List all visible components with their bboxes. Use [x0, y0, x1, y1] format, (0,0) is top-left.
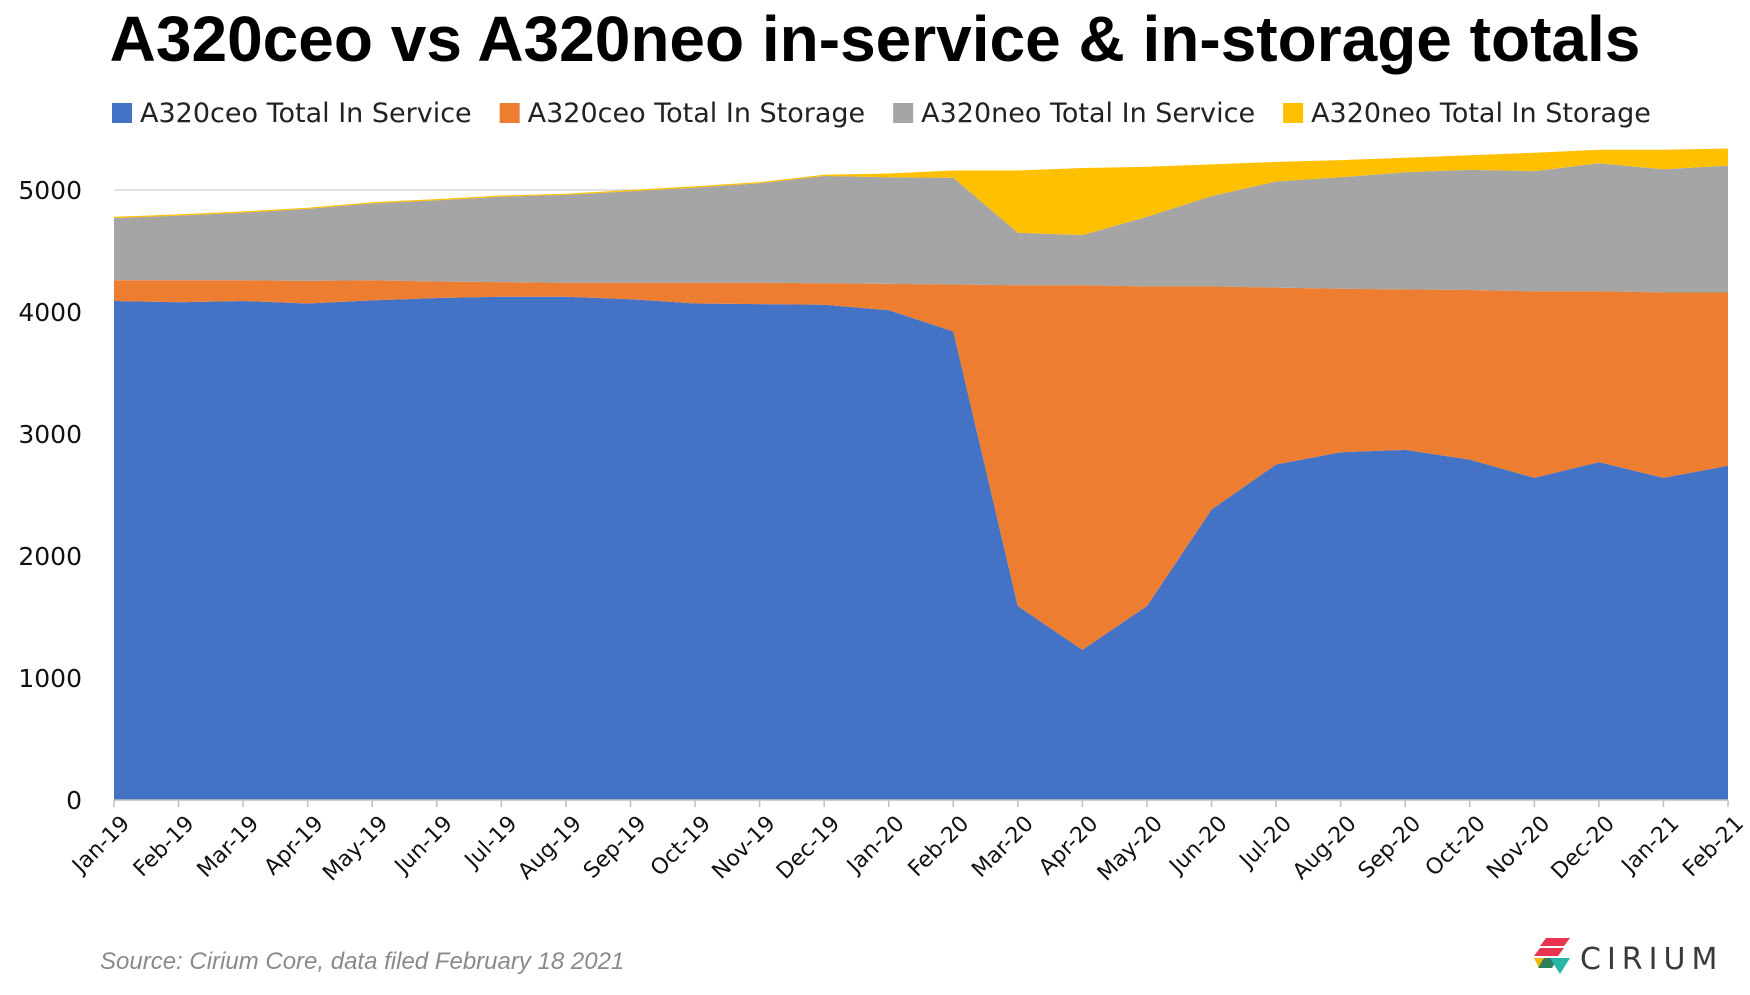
x-tick-label: Jan-21 [1616, 811, 1684, 879]
legend-label-1: A320ceo Total In Service [140, 98, 472, 129]
y-tick-label: 2000 [18, 542, 82, 571]
y-tick-label: 4000 [18, 298, 82, 327]
legend-label-4: A320neo Total In Storage [1311, 98, 1651, 129]
x-tick-label: Oct-19 [646, 811, 716, 881]
x-tick-label: Aug-20 [1288, 811, 1361, 884]
legend-swatch-3 [893, 103, 914, 123]
y-tick-label: 3000 [18, 420, 82, 449]
legend-label-2: A320ceo Total In Storage [528, 98, 866, 129]
cirium-logo: CIRIUM [1530, 930, 1730, 990]
legend-swatch-2 [499, 103, 520, 123]
x-tick-label: Dec-20 [1547, 811, 1620, 884]
x-tick-label: Feb-20 [904, 811, 975, 882]
x-tick-label: Dec-19 [772, 811, 845, 884]
legend-label-3: A320neo Total In Service [921, 98, 1255, 129]
x-tick-label: Nov-20 [1482, 811, 1555, 884]
cirium-logo-icon [1534, 938, 1570, 974]
x-tick-label: Jan-19 [67, 811, 135, 879]
x-tick-label: Jun-19 [389, 811, 458, 880]
y-tick-label: 0 [66, 786, 82, 815]
legend: A320ceo Total In Service A320ceo Total In… [112, 98, 1651, 129]
x-tick-label: Mar-19 [193, 811, 264, 882]
x-tick-label: Feb-19 [129, 811, 200, 882]
series-area-4 [114, 148, 1728, 236]
area-layer [114, 148, 1728, 800]
x-tick-label: Aug-19 [513, 811, 586, 884]
series-area-2 [114, 280, 1728, 650]
series-area-3 [114, 163, 1728, 293]
y-tick-label: 5000 [18, 176, 82, 205]
x-tick-label: May-19 [318, 811, 393, 886]
x-tick-label: Jul-20 [1234, 811, 1297, 874]
legend-swatch-1 [112, 103, 132, 123]
x-tick-label: Sep-19 [579, 811, 651, 883]
source-note: Source: Cirium Core, data filed February… [100, 948, 625, 975]
x-tick-label: Jun-20 [1164, 811, 1233, 880]
x-tick-label: Nov-19 [708, 811, 781, 884]
chart-title: A320ceo vs A320neo in-service & in-stora… [109, 3, 1641, 75]
x-tick-label: Sep-20 [1354, 811, 1426, 883]
x-tick-label: Jan-20 [841, 811, 909, 879]
brand-name: CIRIUM [1580, 942, 1724, 977]
x-tick-label: Oct-20 [1421, 811, 1491, 881]
x-tick-label: Feb-21 [1678, 811, 1749, 882]
x-tick-label: Mar-20 [967, 811, 1038, 882]
x-tick-label: May-20 [1093, 811, 1168, 886]
y-tick-label: 1000 [18, 664, 82, 693]
series-area-1 [114, 296, 1728, 800]
x-tick-label: Jul-19 [459, 811, 522, 874]
legend-swatch-4 [1283, 103, 1304, 123]
